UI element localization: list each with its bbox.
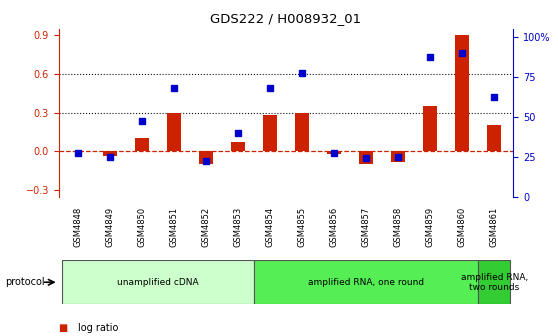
Bar [359,151,373,164]
Text: GSM4858: GSM4858 [393,207,402,247]
Bar [295,113,309,151]
Text: GSM4857: GSM4857 [362,207,371,247]
Text: unamplified cDNA: unamplified cDNA [117,278,199,287]
Text: GSM4852: GSM4852 [201,207,210,247]
Bar [327,151,341,154]
Bar [134,138,149,151]
Bar [254,260,478,304]
Bar [487,125,501,151]
Bar [62,260,254,304]
Bar [455,35,469,151]
Bar [391,151,405,162]
Bar [423,106,437,151]
Text: GSM4861: GSM4861 [489,207,499,247]
Title: GDS222 / H008932_01: GDS222 / H008932_01 [210,12,362,25]
Text: GSM4860: GSM4860 [458,207,466,247]
Text: protocol: protocol [6,277,45,287]
Text: GSM4859: GSM4859 [426,207,435,247]
Text: GSM4850: GSM4850 [137,207,146,247]
Text: GSM4851: GSM4851 [170,207,179,247]
Bar [230,142,245,151]
Text: log ratio: log ratio [78,323,118,333]
Bar [103,151,117,157]
Text: GSM4849: GSM4849 [105,207,114,247]
Text: amplified RNA, one round: amplified RNA, one round [308,278,424,287]
Text: GSM4853: GSM4853 [233,207,242,247]
Text: GSM4856: GSM4856 [330,207,339,247]
Text: GSM4854: GSM4854 [266,207,275,247]
Text: ■: ■ [59,323,68,333]
Bar [478,260,510,304]
Bar [263,115,277,151]
Bar [199,151,213,164]
Bar [167,113,181,151]
Text: GSM4855: GSM4855 [297,207,306,247]
Text: GSM4848: GSM4848 [73,207,83,247]
Text: amplified RNA,
two rounds: amplified RNA, two rounds [460,272,528,292]
